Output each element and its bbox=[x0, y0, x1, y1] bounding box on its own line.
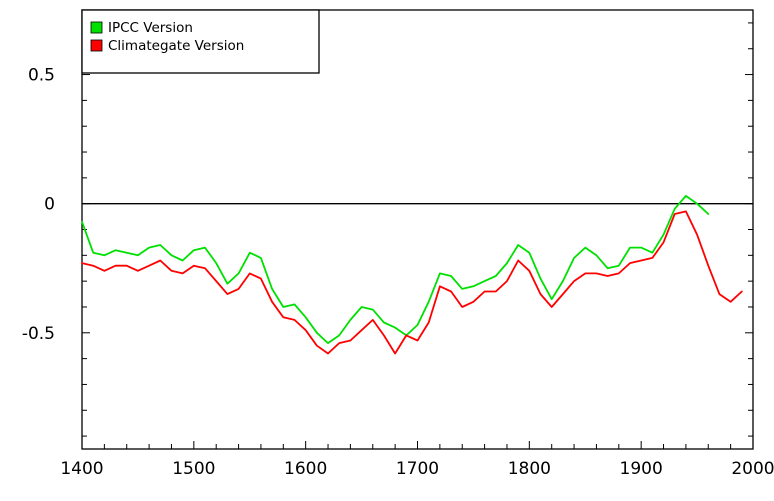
series-layer bbox=[81, 194, 743, 355]
tick-labels: 1400 1500 1600 1700 1800 1900 2000 0.5 0 -0.5 bbox=[22, 66, 774, 479]
legend: IPCC Version Climategate Version bbox=[81, 9, 320, 74]
x-tick-label: 2000 bbox=[731, 459, 774, 479]
x-tick-label: 1400 bbox=[60, 459, 103, 479]
axis-ticks bbox=[81, 22, 754, 449]
x-tick-label: 1500 bbox=[172, 459, 215, 479]
y-tick-label: -0.5 bbox=[22, 324, 55, 344]
x-tick-label: 1600 bbox=[284, 459, 327, 479]
y-tick-label: 0.5 bbox=[28, 66, 55, 86]
legend-swatch-ipcc bbox=[90, 21, 103, 34]
legend-box bbox=[81, 9, 320, 74]
x-tick-label: 1800 bbox=[508, 459, 551, 479]
legend-swatch-climategate bbox=[90, 39, 103, 52]
plot-frame bbox=[81, 9, 754, 450]
legend-label-climategate: Climategate Version bbox=[108, 38, 244, 54]
x-tick-label: 1700 bbox=[396, 459, 439, 479]
climategate-series-line bbox=[81, 210, 743, 355]
ipcc-series-line bbox=[81, 194, 710, 345]
y-tick-label: 0 bbox=[44, 195, 55, 215]
legend-label-ipcc: IPCC Version bbox=[108, 20, 193, 36]
x-tick-label: 1900 bbox=[620, 459, 663, 479]
